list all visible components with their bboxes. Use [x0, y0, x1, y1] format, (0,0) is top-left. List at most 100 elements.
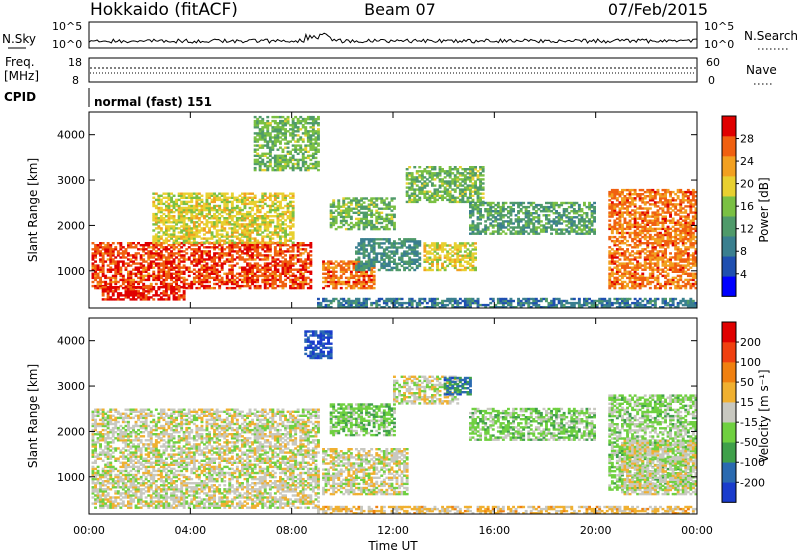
power-cell	[228, 197, 231, 199]
power-cell	[274, 246, 277, 248]
power-cell	[173, 215, 176, 217]
power-cell	[218, 240, 221, 242]
power-cell	[274, 134, 277, 136]
power-cell	[180, 195, 183, 197]
power-cell	[107, 258, 110, 260]
power-cell	[254, 122, 257, 124]
power-cell	[304, 132, 307, 134]
power-cell	[616, 197, 619, 199]
power-cell	[461, 269, 464, 271]
power-cell	[370, 281, 373, 283]
power-cell	[284, 271, 287, 273]
power-cell	[370, 220, 373, 222]
power-cell	[241, 281, 244, 283]
power-cell	[342, 216, 345, 218]
power-cell	[456, 201, 459, 203]
nsky-line	[89, 33, 697, 43]
power-cell	[472, 174, 475, 176]
power-cell	[147, 275, 150, 277]
power-cell	[223, 217, 226, 219]
power-cell	[244, 193, 247, 195]
power-cell	[340, 287, 343, 289]
power-cell	[256, 201, 259, 203]
power-cell	[145, 248, 148, 250]
power-cell	[403, 244, 406, 246]
power-cell	[282, 211, 285, 213]
power-cell	[206, 215, 209, 217]
power-cell	[249, 197, 252, 199]
power-cell	[472, 252, 475, 254]
power-cell	[411, 259, 414, 261]
power-cell	[375, 252, 378, 254]
power-cell	[233, 215, 236, 217]
power-cell	[436, 261, 439, 263]
power-cell	[261, 258, 264, 260]
power-cell	[307, 122, 310, 124]
power-cell	[145, 290, 148, 292]
power-cell	[418, 180, 421, 182]
power-cell	[178, 290, 181, 292]
power-cell	[150, 242, 153, 244]
power-cell	[370, 259, 373, 261]
power-cell	[198, 275, 201, 277]
power-cell	[259, 165, 262, 167]
power-cell	[474, 204, 477, 206]
power-cell	[391, 244, 394, 246]
power-cell	[368, 265, 371, 267]
power-cell	[297, 161, 300, 163]
power-cell	[94, 244, 97, 246]
power-cell	[327, 267, 330, 269]
power-cell	[413, 244, 416, 246]
power-cell	[315, 157, 318, 159]
power-cell	[309, 250, 312, 252]
power-cell	[132, 269, 135, 271]
power-cell	[279, 147, 282, 149]
power-cell	[624, 256, 627, 258]
power-cell	[461, 244, 464, 246]
power-cell	[284, 240, 287, 242]
power-cell	[487, 208, 490, 210]
power-cell	[499, 233, 502, 235]
power-cell	[251, 252, 254, 254]
power-cell	[353, 226, 356, 228]
power-cell	[370, 197, 373, 199]
power-cell	[221, 221, 224, 223]
power-cell	[274, 165, 277, 167]
power-cell	[299, 120, 302, 122]
power-cell	[429, 263, 432, 265]
power-cell	[155, 223, 158, 225]
power-cell	[449, 195, 452, 197]
power-cell	[155, 219, 158, 221]
power-cell	[185, 267, 188, 269]
power-cell	[393, 259, 396, 261]
power-cell	[127, 262, 130, 264]
power-cell	[259, 264, 262, 266]
power-cell	[479, 230, 482, 232]
power-cell	[160, 242, 163, 244]
power-cell	[119, 275, 122, 277]
power-cell	[297, 283, 300, 285]
power-cell	[173, 273, 176, 275]
power-cell	[347, 224, 350, 226]
power-cell	[193, 260, 196, 262]
power-cell	[479, 184, 482, 186]
power-cell	[114, 267, 117, 269]
power-cell	[373, 201, 376, 203]
power-cell	[365, 281, 368, 283]
power-cell	[383, 218, 386, 220]
power-cell	[365, 216, 368, 218]
power-cell	[239, 256, 242, 258]
power-cell	[287, 267, 290, 269]
power-cell	[261, 144, 264, 146]
power-cell	[201, 260, 204, 262]
power-cell	[477, 174, 480, 176]
power-cell	[249, 215, 252, 217]
power-cell	[102, 275, 105, 277]
power-cell	[304, 248, 307, 250]
power-cell	[150, 286, 153, 288]
power-cell	[322, 273, 325, 275]
power-cell	[254, 279, 257, 281]
power-cell	[365, 244, 368, 246]
power-cell	[365, 265, 368, 267]
power-cell	[608, 260, 611, 262]
